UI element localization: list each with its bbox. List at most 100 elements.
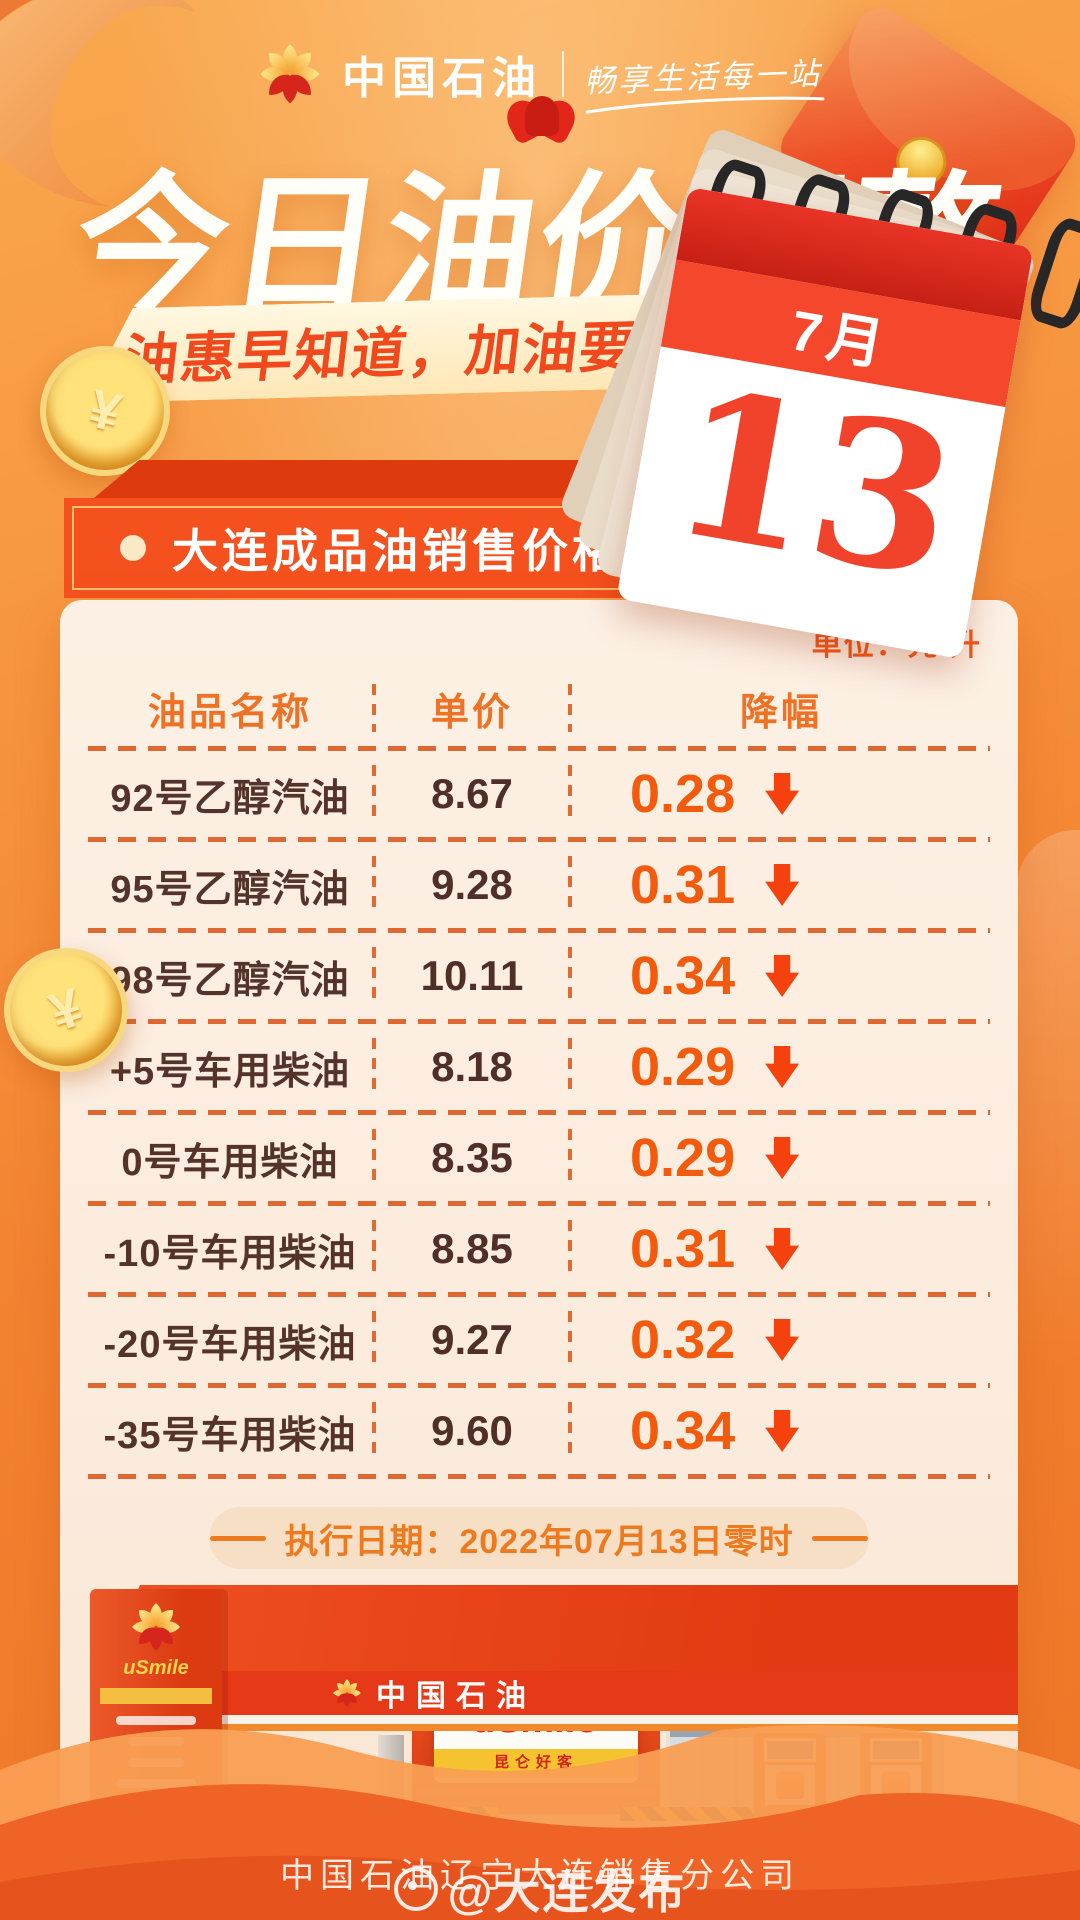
table-row: 0号车用柴油 8.35 0.29 [88, 1115, 990, 1201]
fuel-price: 8.67 [431, 770, 513, 817]
watermark-text: @大连发布 [447, 1866, 687, 1918]
fuel-price: 8.18 [431, 1043, 513, 1090]
column-divider [568, 856, 572, 914]
fuel-price: 8.85 [431, 1225, 513, 1272]
ribbon-swirl-decoration [0, 0, 195, 207]
table-row: 92号乙醇汽油 8.67 0.28 [88, 751, 990, 837]
column-divider [568, 947, 572, 1005]
column-divider [372, 765, 376, 823]
column-divider [372, 1220, 376, 1278]
bullet-dot-icon [120, 535, 146, 561]
canopy-orange-strip [102, 1724, 1018, 1731]
price-drop: 0.34 [630, 1401, 736, 1461]
column-divider [568, 1311, 572, 1369]
drop-cell: 0.31 [572, 854, 990, 916]
drop-cell: 0.34 [572, 1400, 990, 1462]
red-knot-decoration [500, 94, 582, 146]
brand-name: 中国石油 [342, 54, 542, 103]
price-drop: 0.32 [630, 1310, 736, 1370]
canopy-fascia: 中国石油 [102, 1671, 1018, 1715]
down-arrow-icon [765, 864, 800, 906]
down-arrow-icon [765, 1410, 800, 1452]
calendar-day: 13 [656, 344, 972, 625]
company-name: 中国石油辽宁大连销售分公司 [280, 1857, 800, 1895]
row-divider [88, 1292, 990, 1297]
row-divider [88, 1201, 990, 1206]
side-glow-decoration [1016, 830, 1080, 1370]
row-divider [88, 1383, 990, 1388]
fuel-name: 0号车用柴油 [121, 1141, 339, 1184]
calendar: 7月 13 [557, 125, 1080, 660]
row-divider [88, 928, 990, 933]
row-divider [88, 1019, 990, 1024]
column-divider [568, 684, 572, 732]
fuel-name: 92号乙醇汽油 [110, 777, 350, 820]
table-row: 98号乙醇汽油 10.11 0.34 [88, 933, 990, 1019]
drop-cell: 0.31 [572, 1218, 990, 1280]
column-divider [568, 1220, 572, 1278]
effective-date-text: 执行日期：2022年07月13日零时 [284, 1522, 794, 1561]
dash-line [210, 1535, 267, 1541]
column-header-drop: 降幅 [739, 691, 822, 734]
column-divider [372, 1311, 376, 1369]
brand-slogan-text: 畅享生活每一站 [583, 55, 823, 99]
drop-cell: 0.32 [572, 1309, 990, 1371]
column-header-price: 单价 [430, 691, 513, 734]
wave-decoration [0, 1725, 1080, 1920]
column-divider [372, 856, 376, 914]
table-row: 95号乙醇汽油 9.28 0.31 [88, 842, 990, 928]
watermark: @大连发布 [0, 1856, 1080, 1920]
canopy-roof [102, 1585, 1018, 1671]
fuel-name: -10号车用柴油 [103, 1232, 357, 1275]
fuel-name: -20号车用柴油 [103, 1323, 357, 1366]
header-divider [562, 51, 564, 97]
down-arrow-icon [765, 1046, 800, 1088]
calendar-page: 7月 13 [616, 186, 1034, 660]
table-header-row: 油品名称 单价 降幅 [88, 670, 990, 746]
column-divider [568, 765, 572, 823]
fuel-name: 98号乙醇汽油 [110, 959, 350, 1002]
weibo-icon [393, 1867, 438, 1911]
fuel-price: 10.11 [420, 952, 524, 999]
table-title-bar: 大连成品油销售价格表 [64, 498, 704, 598]
down-arrow-icon [765, 1137, 800, 1179]
coin-symbol: ¥ [83, 378, 127, 444]
drop-cell: 0.28 [572, 763, 990, 825]
table-row: -20号车用柴油 9.27 0.32 [88, 1297, 990, 1383]
column-divider [372, 947, 376, 1005]
pillar-sign-text: uSmile [123, 1657, 189, 1679]
fuel-price: 9.27 [431, 1316, 513, 1363]
brand-slogan: 畅享生活每一站 [583, 47, 825, 114]
fuel-price: 9.28 [431, 861, 513, 908]
price-drop: 0.29 [630, 1037, 736, 1097]
price-table: 油品名称 单价 降幅 92号乙醇汽油 8.67 0.28 95号乙醇汽油 [60, 670, 1018, 1479]
fuel-name: 95号乙醇汽油 [110, 868, 350, 911]
canopy-white-strip [102, 1715, 1018, 1724]
down-arrow-icon [765, 955, 800, 997]
effective-date-banner: 执行日期：2022年07月13日零时 [209, 1507, 869, 1569]
column-divider [372, 684, 376, 732]
table-row: +5号车用柴油 8.18 0.29 [88, 1024, 990, 1110]
ring-icon [1024, 214, 1080, 333]
column-divider [568, 1129, 572, 1187]
row-divider [88, 746, 990, 751]
down-arrow-icon [765, 1228, 800, 1270]
fuel-price: 8.35 [431, 1134, 513, 1181]
column-divider [372, 1402, 376, 1460]
down-arrow-icon [765, 1319, 800, 1361]
drop-cell: 0.29 [572, 1036, 990, 1098]
fuel-price: 9.60 [431, 1407, 513, 1454]
pillar-yellow-band [100, 1688, 212, 1704]
column-divider [568, 1038, 572, 1096]
station-canopy: 中国石油 [102, 1585, 1018, 1737]
brand-header: 中国石油 畅享生活每一站 [0, 42, 1080, 114]
price-drop: 0.28 [630, 764, 736, 824]
coin-symbol: ¥ [42, 976, 90, 1044]
row-divider [88, 1474, 990, 1479]
row-divider [88, 1110, 990, 1115]
price-drop: 0.34 [630, 946, 736, 1006]
down-arrow-icon [765, 773, 800, 815]
dash-line [811, 1535, 868, 1541]
column-divider [372, 1038, 376, 1096]
